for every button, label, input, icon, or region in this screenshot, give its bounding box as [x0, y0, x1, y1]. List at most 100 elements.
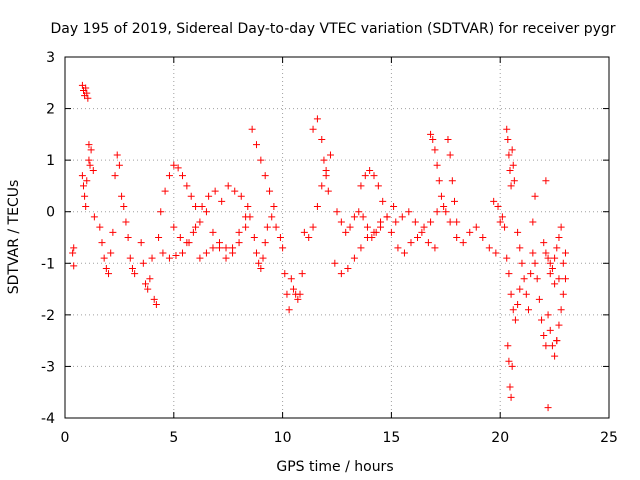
data-point: [224, 182, 232, 190]
data-point: [298, 270, 306, 278]
data-point: [305, 234, 313, 241]
x-tick-label: 0: [61, 430, 70, 446]
data-point: [337, 218, 345, 226]
data-point: [128, 264, 136, 272]
data-point: [555, 234, 563, 241]
data-point: [69, 249, 77, 257]
data-point: [183, 239, 191, 247]
data-point: [218, 197, 226, 205]
data-point: [222, 244, 230, 252]
data-point: [268, 213, 276, 221]
data-point: [105, 270, 113, 278]
data-point: [531, 192, 539, 200]
data-point: [237, 192, 245, 200]
data-point: [229, 244, 237, 252]
data-point: [309, 125, 317, 133]
data-point: [187, 192, 195, 200]
data-point: [118, 192, 126, 200]
data-point: [202, 208, 210, 216]
data-point: [82, 84, 90, 92]
x-tick-label: 25: [600, 430, 618, 446]
data-point: [559, 290, 567, 298]
data-point: [405, 208, 413, 216]
data-point: [453, 234, 461, 241]
y-tick-label: 0: [46, 205, 55, 221]
data-point: [529, 218, 537, 226]
data-point: [259, 254, 267, 262]
data-point: [496, 218, 504, 226]
data-point: [538, 316, 546, 324]
data-point: [507, 182, 515, 190]
data-point: [424, 239, 432, 247]
data-point: [85, 141, 93, 149]
data-point: [555, 321, 563, 329]
data-point: [131, 270, 139, 278]
data-point: [427, 130, 435, 138]
data-point: [85, 156, 93, 164]
data-point: [152, 301, 160, 309]
data-point: [344, 264, 352, 272]
data-point: [300, 228, 308, 236]
data-point: [257, 156, 265, 164]
data-point: [387, 228, 395, 236]
data-point: [318, 136, 326, 144]
data-point: [261, 172, 269, 180]
data-point: [79, 182, 87, 190]
data-point: [501, 223, 509, 231]
data-point: [115, 161, 123, 169]
data-point: [514, 301, 522, 309]
data-point: [551, 352, 559, 360]
data-point: [363, 234, 371, 241]
x-tick-label: 5: [169, 430, 178, 446]
data-point: [510, 177, 518, 185]
data-point: [70, 262, 78, 270]
data-point: [170, 223, 178, 231]
data-point: [390, 203, 398, 211]
data-point: [516, 285, 524, 293]
y-tick-label: 1: [46, 153, 55, 169]
data-point: [506, 383, 514, 391]
plot-frame: [64, 56, 610, 419]
data-point: [370, 172, 378, 180]
data-point: [420, 223, 428, 231]
data-point: [266, 187, 274, 195]
data-point: [427, 218, 435, 226]
data-point: [350, 254, 358, 262]
data-point: [524, 306, 532, 314]
data-point: [504, 136, 512, 144]
data-point: [350, 213, 358, 221]
data-point: [78, 172, 86, 180]
data-point: [270, 203, 278, 211]
data-point: [179, 249, 187, 257]
data-point: [189, 228, 197, 236]
data-point: [518, 259, 526, 267]
data-point: [548, 342, 556, 350]
data-point: [215, 244, 223, 252]
data-point: [392, 218, 400, 226]
data-point: [533, 275, 541, 283]
data-point: [544, 404, 552, 412]
data-point: [331, 259, 339, 267]
data-point: [324, 187, 332, 195]
x-tick-label: 20: [491, 430, 509, 446]
data-point: [342, 228, 350, 236]
data-point: [379, 197, 387, 205]
y-axis-ticks: -4 -3 -2 -1 0 1 2 3: [41, 50, 609, 427]
data-point: [494, 203, 502, 211]
data-point: [508, 362, 516, 370]
data-point: [542, 177, 550, 185]
data-point: [548, 264, 556, 272]
data-point: [111, 172, 119, 180]
data-point: [540, 331, 548, 339]
x-tick-label: 15: [382, 430, 400, 446]
data-point: [248, 125, 256, 133]
data-point: [363, 223, 371, 231]
data-point: [505, 151, 513, 159]
data-point: [466, 228, 474, 236]
data-point: [433, 208, 441, 216]
data-point: [542, 342, 550, 350]
data-point: [555, 275, 563, 283]
data-point: [161, 187, 169, 195]
data-point: [514, 228, 522, 236]
data-point: [440, 203, 448, 211]
